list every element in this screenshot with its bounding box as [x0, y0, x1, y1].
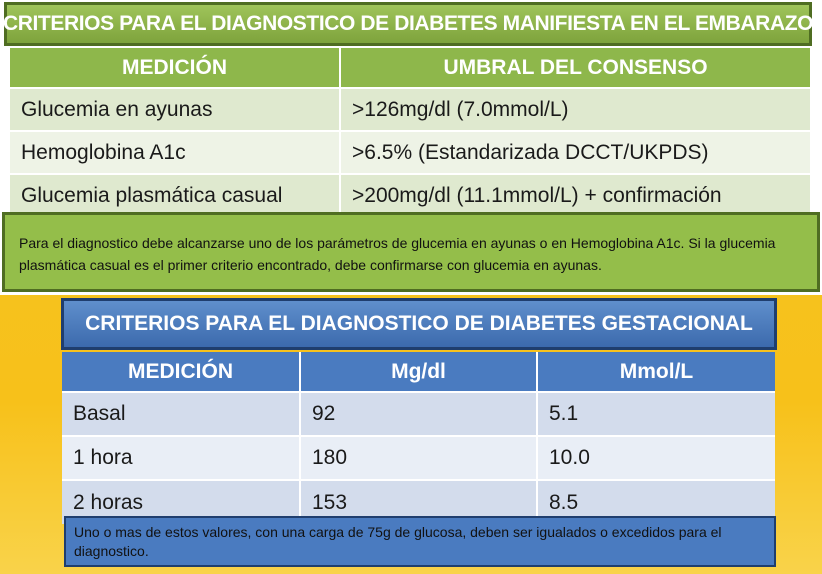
- table-header-row: MEDICIÓN Mg/dl Mmol/L: [62, 352, 775, 392]
- table-cell: 92: [300, 391, 538, 436]
- table-cell: Glucemia en ayunas: [10, 87, 341, 131]
- manifest-diabetes-title-text: CRITERIOS PARA EL DIAGNOSTICO DE DIABETE…: [2, 12, 814, 35]
- table-cell: >200mg/dl (11.1mmol/L) + confirmación: [340, 173, 810, 217]
- table-cell: Basal: [62, 391, 301, 436]
- table-header-row: MEDICIÓN UMBRAL DEL CONSENSO: [10, 48, 810, 88]
- column-header-mg-dl: Mg/dl: [300, 352, 538, 392]
- table-row: Glucemia plasmática casual >200mg/dl (11…: [10, 173, 810, 217]
- table-cell: 5.1: [537, 391, 775, 436]
- manifest-diabetes-note: Para el diagnostico debe alcanzarse uno …: [2, 212, 820, 292]
- manifest-diabetes-title: CRITERIOS PARA EL DIAGNOSTICO DE DIABETE…: [2, 2, 814, 46]
- gestational-diabetes-title: CRITERIOS PARA EL DIAGNOSTICO DE DIABETE…: [61, 298, 777, 350]
- table-row: Glucemia en ayunas >126mg/dl (7.0mmol/L): [10, 87, 810, 131]
- table-cell: Hemoglobina A1c: [10, 130, 341, 174]
- table-row: Basal 92 5.1: [62, 391, 775, 436]
- column-header-medicion: MEDICIÓN: [62, 352, 301, 392]
- manifest-diabetes-table: MEDICIÓN UMBRAL DEL CONSENSO Glucemia en…: [10, 48, 810, 217]
- table-row: 1 hora 180 10.0: [62, 435, 775, 480]
- gestational-diabetes-title-text: CRITERIOS PARA EL DIAGNOSTICO DE DIABETE…: [85, 312, 753, 335]
- table-cell: >6.5% (Estandarizada DCCT/UKPDS): [340, 130, 810, 174]
- table-cell: 1 hora: [62, 435, 301, 480]
- gestational-diabetes-table: MEDICIÓN Mg/dl Mmol/L Basal 92 5.1 1 hor…: [62, 352, 775, 524]
- column-header-medicion: MEDICIÓN: [10, 48, 341, 88]
- table-cell: Glucemia plasmática casual: [10, 173, 341, 217]
- table-row: Hemoglobina A1c >6.5% (Estandarizada DCC…: [10, 130, 810, 174]
- table-cell: 10.0: [537, 435, 775, 480]
- table-cell: 180: [300, 435, 538, 480]
- column-header-mmol-l: Mmol/L: [537, 352, 775, 392]
- table-cell: >126mg/dl (7.0mmol/L): [340, 87, 810, 131]
- column-header-umbral: UMBRAL DEL CONSENSO: [340, 48, 810, 88]
- gestational-diabetes-note: Uno o mas de estos valores, con una carg…: [64, 516, 776, 567]
- table-row: 2 horas 153 8.5: [62, 479, 775, 524]
